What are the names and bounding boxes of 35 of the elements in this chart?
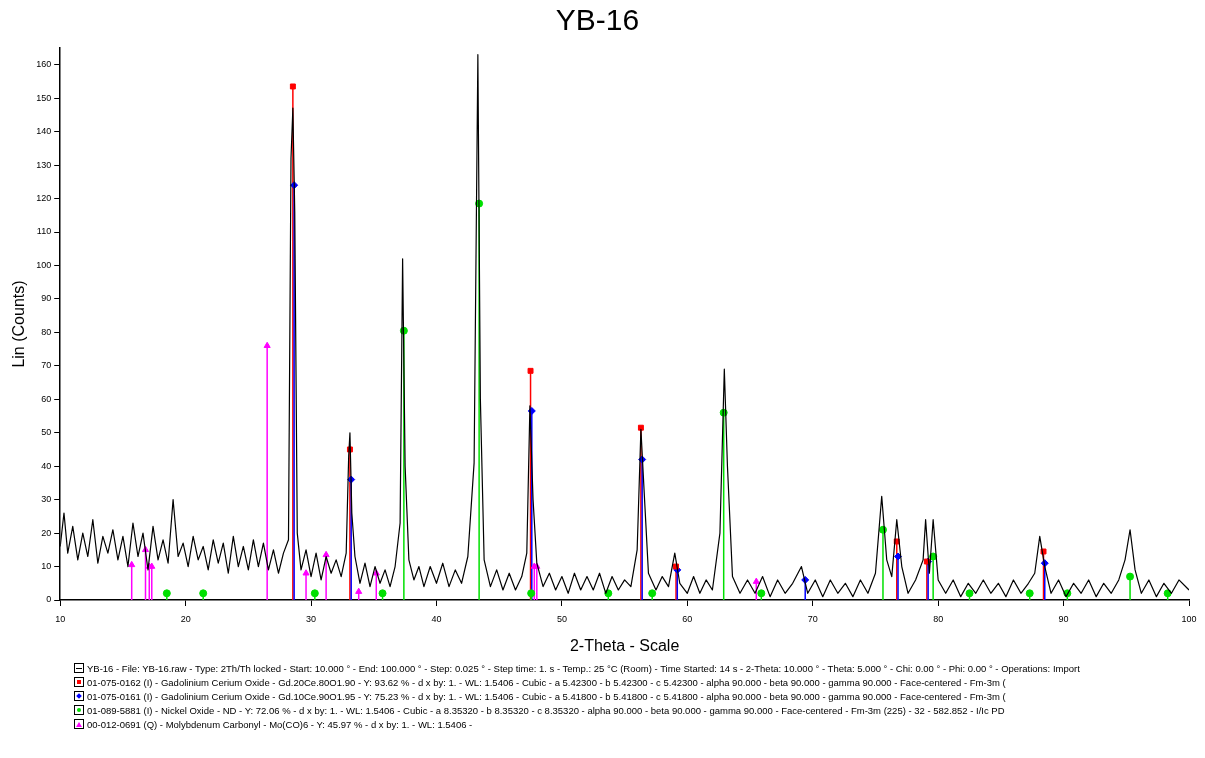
y-axis-title: Lin (Counts)	[10, 280, 28, 368]
y-tick-label: 130	[36, 159, 52, 170]
legend-label: 01-089-5881 (I) - Nickel Oxide - ND - Y: 72.06 % - d x by: 1. - WL: 1.5406 - Cubic - a 8.35320 - b 8.35320 - c 8.35320 - alpha 90.000 - beta 90.000 - gamma 90.000 - Face-centered - Fm-3m (225) - 32 - 582.852 - I/Ic PD	[87, 704, 1005, 718]
x-tick-label: 50	[556, 613, 567, 624]
y-tick-label: 0	[46, 594, 52, 605]
y-tick-label: 120	[36, 193, 52, 204]
y-tick-label: 10	[41, 561, 52, 572]
y-tick-label: 50	[41, 427, 52, 438]
x-tick-label: 10	[55, 613, 66, 624]
y-tick-label: 150	[36, 92, 52, 103]
y-tick-label: 70	[41, 360, 52, 371]
x-tick-label: 90	[1058, 613, 1069, 624]
y-tick-label: 140	[36, 126, 52, 137]
y-tick-label: 30	[41, 494, 52, 505]
y-tick-label: 110	[36, 226, 52, 237]
chart-title: YB-16	[555, 3, 640, 37]
y-tick-label: 100	[36, 259, 52, 270]
legend-label: 01-075-0161 (I) - Gadolinium Cerium Oxide - Gd.10Ce.90O1.95 - Y: 75.23 % - d x by: 1. - WL: 1.5406 - Cubic - a 5.41800 - b 5.41800 - c 5.41800 - alpha 90.000 - beta 90.000 - gamma 90.000 - Face-centered - Fm-3m (	[87, 690, 1006, 704]
x-tick-label: 80	[933, 613, 944, 624]
x-tick-label: 60	[682, 613, 693, 624]
x-tick-label: 30	[306, 613, 317, 624]
x-tick-label: 70	[807, 613, 818, 624]
x-tick-label: 100	[1181, 613, 1197, 624]
x-axis-title: 2-Theta - Scale	[569, 636, 680, 654]
legend-label: 00-012-0691 (Q) - Molybdenum Carbonyl - Mo(CO)6 - Y: 45.97 % - d x by: 1. - WL: 1.5406 -	[87, 718, 473, 732]
legend-label: 01-075-0162 (I) - Gadolinium Cerium Oxide - Gd.20Ce.80O1.90 - Y: 93.62 % - d x by: 1. - WL: 1.5406 - Cubic - a 5.42300 - b 5.42300 - c 5.42300 - alpha 90.000 - beta 90.000 - gamma 90.000 - Face-centered - Fm-3m (	[87, 676, 1006, 690]
y-tick-label: 80	[41, 326, 52, 337]
y-tick-label: 90	[41, 293, 52, 304]
x-tick-label: 20	[180, 613, 191, 624]
y-tick-label: 40	[41, 460, 52, 471]
x-tick-label: 40	[431, 613, 442, 624]
y-tick-label: 60	[41, 393, 52, 404]
y-tick-label: 20	[41, 527, 52, 538]
y-tick-label: 160	[36, 59, 52, 70]
legend-label: YB-16 - File: YB-16.raw - Type: 2Th/Th locked - Start: 10.000 ° - End: 100.000 ° - Step: 0.025 ° - Step time: 1. s - Temp.: 25 °C (Room) - Time Started: 14 s - 2-Theta: 10.000 ° - Theta: 5.000 ° - Chi: 0.00 ° - Phi: 0.00 ° - Operations: Import	[87, 662, 1080, 676]
